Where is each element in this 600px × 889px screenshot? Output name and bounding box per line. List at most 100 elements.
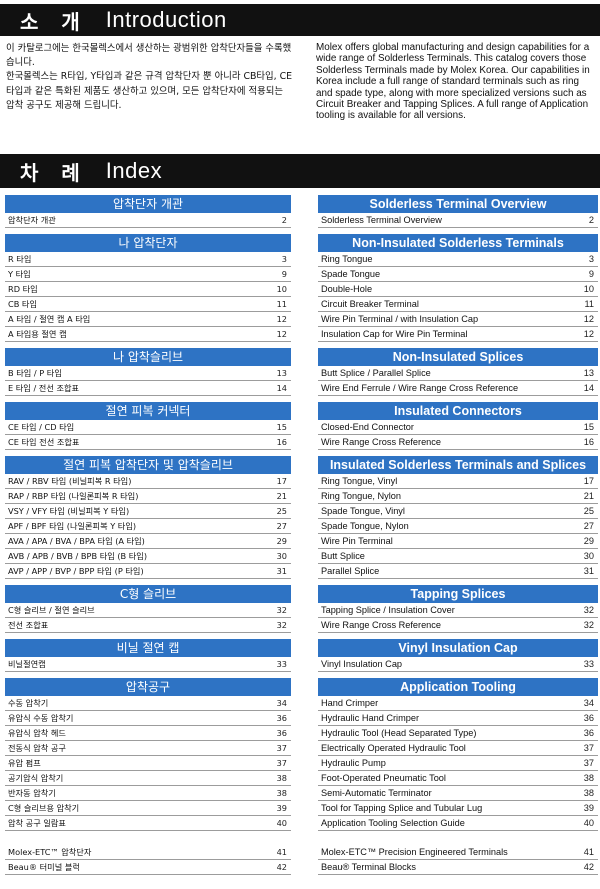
korean-index-entry[interactable]: 공기압식 압착기 38 — [5, 771, 291, 786]
english-index-entry[interactable]: Hydraulic Pump 37 — [318, 756, 598, 771]
korean-index-entry[interactable]: VSY / VFY 타입 (비닐피복 Y 타입) 25 — [5, 504, 291, 519]
intro-korean-text: 이 카탈로그에는 한국몰렉스에서 생산하는 광범위한 압착단자들을 수록했습니다… — [6, 42, 294, 113]
korean-index-entry[interactable]: B 타입 / P 타입 13 — [5, 366, 291, 381]
korean-index-entry[interactable]: Y 타입 9 — [5, 267, 291, 282]
english-index-entry[interactable]: Spade Tongue, Nylon 27 — [318, 519, 598, 534]
korean-index-entry[interactable]: 수동 압착기 34 — [5, 696, 291, 711]
korean-index-entry[interactable]: RAV / RBV 타입 (비닐피복 R 타입) 17 — [5, 474, 291, 489]
korean-index-entry[interactable]: 유압 펌프 37 — [5, 756, 291, 771]
entry-page-number: 3 — [588, 254, 594, 264]
english-section: Insulated Solderless Terminals and Splic… — [318, 456, 598, 579]
entry-page-number: 36 — [583, 728, 594, 738]
english-index-entry[interactable]: Vinyl Insulation Cap 33 — [318, 657, 598, 672]
english-index-entry[interactable]: Semi-Automatic Terminator 38 — [318, 786, 598, 801]
entry-label: Wire Pin Terminal / with Insulation Cap — [321, 314, 479, 324]
entry-page-number: 37 — [276, 743, 287, 753]
entry-label: Spade Tongue — [321, 269, 381, 279]
english-index-entry[interactable]: Application Tooling Selection Guide 40 — [318, 816, 598, 831]
english-index-entry[interactable]: Electrically Operated Hydraulic Tool 37 — [318, 741, 598, 756]
english-index-entry[interactable]: Closed-End Connector 15 — [318, 420, 598, 435]
korean-section-heading: 압착단자 개관 — [5, 195, 291, 213]
entry-page-number: 11 — [276, 299, 287, 309]
english-index-entry[interactable]: Ring Tongue, Vinyl 17 — [318, 474, 598, 489]
entry-page-number: 27 — [276, 521, 287, 531]
entry-label: AVA / APA / BVA / BPA 타입 (A 타입) — [8, 536, 145, 546]
korean-index-entry[interactable]: C형 슬리브용 압착기 39 — [5, 801, 291, 816]
korean-index-entry[interactable]: 전선 조합표 32 — [5, 618, 291, 633]
korean-index-entry[interactable]: A 타입 / 절연 캡 A 타입 12 — [5, 312, 291, 327]
english-index-entry[interactable]: Solderless Terminal Overview 2 — [318, 213, 598, 228]
english-index-entry[interactable]: Wire End Ferrule / Wire Range Cross Refe… — [318, 381, 598, 396]
english-index-entry[interactable]: Circuit Breaker Terminal 11 — [318, 297, 598, 312]
korean-index-entry[interactable]: 반자동 압착기 38 — [5, 786, 291, 801]
korean-index-entry[interactable]: 비닐절연캡 33 — [5, 657, 291, 672]
entry-page-number: 42 — [276, 862, 287, 872]
entry-label: Foot-Operated Pneumatic Tool — [321, 773, 446, 783]
entry-label: B 타입 / P 타입 — [8, 368, 62, 378]
english-index-entry[interactable]: Ring Tongue, Nylon 21 — [318, 489, 598, 504]
korean-index-entry[interactable]: APF / BPF 타입 (나일론피복 Y 타입) 27 — [5, 519, 291, 534]
english-index-entry[interactable]: Butt Splice 30 — [318, 549, 598, 564]
korean-section: 압착공구 수동 압착기 34 유압식 수동 압착기 36 유압식 압착 헤드 36 전동식 압… — [5, 678, 291, 831]
korean-index-entry[interactable]: 전동식 압착 공구 37 — [5, 741, 291, 756]
entry-page-number: 41 — [276, 847, 287, 857]
korean-section: 압착단자 개관 압착단자 개관 2 — [5, 195, 291, 228]
english-index-entry[interactable]: Beau® Terminal Blocks 42 — [318, 860, 598, 875]
entry-page-number: 36 — [583, 713, 594, 723]
entry-page-number: 17 — [276, 476, 287, 486]
korean-index-entry[interactable]: CE 타입 전선 조합표 16 — [5, 435, 291, 450]
english-index-entry[interactable]: Spade Tongue, Vinyl 25 — [318, 504, 598, 519]
english-index-entry[interactable]: Foot-Operated Pneumatic Tool 38 — [318, 771, 598, 786]
korean-index-entry[interactable]: C형 슬리브 / 절연 슬리브 32 — [5, 603, 291, 618]
korean-index-entry[interactable]: Beau® 터미널 블럭 42 — [5, 860, 291, 875]
korean-index-entry[interactable]: A 타입용 절연 캡 12 — [5, 327, 291, 342]
korean-index-entry[interactable]: R 타입 3 — [5, 252, 291, 267]
entry-label: Application Tooling Selection Guide — [321, 818, 465, 828]
entry-page-number: 30 — [583, 551, 594, 561]
english-index-entry[interactable]: Ring Tongue 3 — [318, 252, 598, 267]
english-index-entry[interactable]: Butt Splice / Parallel Splice 13 — [318, 366, 598, 381]
korean-index-entry[interactable]: E 타입 / 전선 조합표 14 — [5, 381, 291, 396]
entry-label: Ring Tongue, Vinyl — [321, 476, 398, 486]
entry-label: Molex-ETC™ 압착단자 — [8, 847, 92, 857]
entry-label: Wire Range Cross Reference — [321, 437, 441, 447]
korean-index-entry[interactable]: Molex-ETC™ 압착단자 41 — [5, 845, 291, 860]
entry-page-number: 42 — [583, 862, 594, 872]
korean-index-entry[interactable]: 유압식 수동 압착기 36 — [5, 711, 291, 726]
english-index-entry[interactable]: Molex-ETC™ Precision Engineered Terminal… — [318, 845, 598, 860]
korean-index-entry[interactable]: 유압식 압착 헤드 36 — [5, 726, 291, 741]
korean-index-entry[interactable]: RAP / RBP 타입 (나일론피복 R 타입) 21 — [5, 489, 291, 504]
entry-page-number: 9 — [281, 269, 287, 279]
entry-label: 수동 압착기 — [8, 698, 49, 708]
english-section-heading: Tapping Splices — [318, 585, 598, 603]
english-index-entry[interactable]: Wire Range Cross Reference 32 — [318, 618, 598, 633]
entry-page-number: 34 — [583, 698, 594, 708]
korean-index-entry[interactable]: 압착단자 개관 2 — [5, 213, 291, 228]
korean-index-entry[interactable]: 압착 공구 일람표 40 — [5, 816, 291, 831]
english-index-entry[interactable]: Wire Pin Terminal / with Insulation Cap 1… — [318, 312, 598, 327]
index-english-title: Index — [105, 158, 163, 183]
entry-page-number: 39 — [583, 803, 594, 813]
english-index-entry[interactable]: Parallel Splice 31 — [318, 564, 598, 579]
english-section-heading: Solderless Terminal Overview — [318, 195, 598, 213]
entry-page-number: 38 — [276, 773, 287, 783]
english-index-entry[interactable]: Tool for Tapping Splice and Tubular Lug 3… — [318, 801, 598, 816]
english-index-entry[interactable]: Tapping Splice / Insulation Cover 32 — [318, 603, 598, 618]
english-index-entry[interactable]: Wire Pin Terminal 29 — [318, 534, 598, 549]
english-index-entry[interactable]: Hydraulic Tool (Head Separated Type) 36 — [318, 726, 598, 741]
entry-page-number: 32 — [276, 620, 287, 630]
english-index-entry[interactable]: Hydraulic Hand Crimper 36 — [318, 711, 598, 726]
korean-index-entry[interactable]: AVA / APA / BVA / BPA 타입 (A 타입) 29 — [5, 534, 291, 549]
korean-index-entry[interactable]: CB 타입 11 — [5, 297, 291, 312]
english-index-entry[interactable]: Wire Range Cross Reference 16 — [318, 435, 598, 450]
english-index-entry[interactable]: Hand Crimper 34 — [318, 696, 598, 711]
english-index-entry[interactable]: Spade Tongue 9 — [318, 267, 598, 282]
english-index-entry[interactable]: Double-Hole 10 — [318, 282, 598, 297]
korean-index-entry[interactable]: AVB / APB / BVB / BPB 타입 (B 타입) 30 — [5, 549, 291, 564]
english-index-entry[interactable]: Insulation Cap for Wire Pin Terminal 12 — [318, 327, 598, 342]
korean-index-entry[interactable]: AVP / APP / BVP / BPP 타입 (P 타입) 31 — [5, 564, 291, 579]
korean-index-entry[interactable]: CE 타입 / CD 타입 15 — [5, 420, 291, 435]
korean-index-entry[interactable]: RD 타입 10 — [5, 282, 291, 297]
korean-section: 나 압착슬리브 B 타입 / P 타입 13 E 타입 / 전선 조합표 14 — [5, 348, 291, 396]
entry-page-number: 25 — [276, 506, 287, 516]
